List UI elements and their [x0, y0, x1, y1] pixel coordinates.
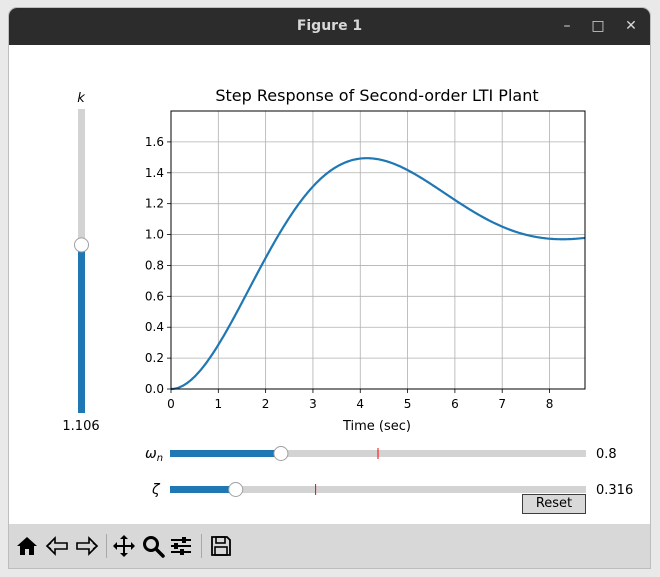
x-tick-label: 1	[214, 397, 222, 411]
x-tick-label: 8	[546, 397, 554, 411]
title-bar: Figure 1 – □ ✕	[9, 8, 650, 45]
figure-canvas: k 1.106 Step Response of Second-order LT…	[9, 45, 650, 524]
zeta-slider[interactable]	[170, 482, 586, 497]
zoom-icon	[143, 536, 165, 558]
x-tick-label: 7	[498, 397, 506, 411]
y-tick-label: 0.0	[145, 382, 164, 396]
save-icon	[211, 536, 231, 556]
close-button[interactable]: ✕	[621, 16, 641, 36]
x-tick-label: 0	[167, 397, 175, 411]
y-tick-label: 1.2	[145, 197, 164, 211]
configure-subplots-icon	[171, 537, 191, 555]
y-tick-label: 0.4	[145, 320, 164, 334]
omega-slider[interactable]	[170, 446, 586, 461]
zeta-slider-fill[interactable]	[170, 486, 236, 493]
figure-window: Figure 1 – □ ✕ k 1.106 Step Response of …	[9, 8, 650, 568]
y-tick-label: 1.0	[145, 228, 164, 242]
omega-slider-label: ωn	[145, 446, 163, 464]
home-button[interactable]	[13, 532, 41, 560]
plot-frame	[170, 110, 586, 390]
reset-button[interactable]: Reset	[522, 494, 586, 514]
x-tick-label: 4	[356, 397, 364, 411]
maximize-button[interactable]: □	[588, 16, 608, 36]
navigation-toolbar	[9, 524, 650, 568]
configure-subplots-button[interactable]	[167, 532, 195, 560]
maximize-icon: □	[591, 18, 605, 34]
pan-icon	[113, 535, 135, 557]
zeta-slider-value: 0.316	[596, 483, 633, 498]
x-axis-label: Time (sec)	[342, 419, 411, 434]
y-tick-label: 1.4	[145, 166, 164, 180]
y-tick-label: 0.6	[145, 289, 164, 303]
toolbar-separator	[201, 534, 202, 558]
omega-subscript: n	[157, 453, 163, 464]
k-slider[interactable]	[74, 109, 89, 413]
back-button[interactable]	[43, 532, 71, 560]
pan-button[interactable]	[110, 532, 138, 560]
omega-slider-value: 0.8	[596, 447, 617, 462]
x-tick-label: 5	[404, 397, 412, 411]
x-tick-label: 2	[262, 397, 270, 411]
k-slider-fill[interactable]	[78, 244, 85, 413]
omega-symbol: ω	[145, 446, 157, 462]
y-tick-label: 1.6	[145, 135, 164, 149]
omega-slider-fill[interactable]	[170, 450, 281, 457]
zeta-slider-label: ζ	[151, 482, 161, 498]
forward-button[interactable]	[73, 532, 101, 560]
y-tick-label: 0.8	[145, 258, 164, 272]
chart-title: Step Response of Second-order LTI Plant	[215, 86, 538, 105]
zeta-slider-track[interactable]	[170, 486, 586, 493]
minimize-button[interactable]: –	[557, 16, 577, 36]
minimize-icon: –	[563, 18, 571, 34]
y-tick-label: 0.2	[145, 351, 164, 365]
chart-grid	[170, 111, 585, 390]
k-slider-value: 1.106	[62, 419, 99, 434]
home-icon	[17, 537, 37, 555]
forward-icon	[76, 536, 99, 556]
x-tick-label: 3	[309, 397, 317, 411]
window-title: Figure 1	[296, 18, 363, 34]
x-axis-ticks: 0 1 2 3 4 5 6 7 8	[167, 389, 553, 411]
zeta-slider-handle[interactable]	[228, 482, 244, 497]
save-button[interactable]	[207, 532, 235, 560]
figure-svg: k 1.106 Step Response of Second-order LT…	[62, 86, 633, 498]
back-icon	[45, 536, 68, 556]
y-axis-ticks: 0.0 0.2 0.4 0.6 0.8 1.0 1.2 1.4 1.6	[145, 135, 171, 396]
k-slider-label: k	[77, 91, 85, 106]
toolbar-separator	[106, 534, 107, 558]
series-line	[170, 157, 586, 391]
omega-slider-handle[interactable]	[273, 446, 289, 461]
close-icon: ✕	[625, 18, 637, 34]
step-response-chart: Step Response of Second-order LTI Plant …	[145, 86, 586, 434]
k-slider-handle[interactable]	[74, 237, 89, 253]
x-tick-label: 6	[451, 397, 459, 411]
zoom-button[interactable]	[139, 532, 167, 560]
